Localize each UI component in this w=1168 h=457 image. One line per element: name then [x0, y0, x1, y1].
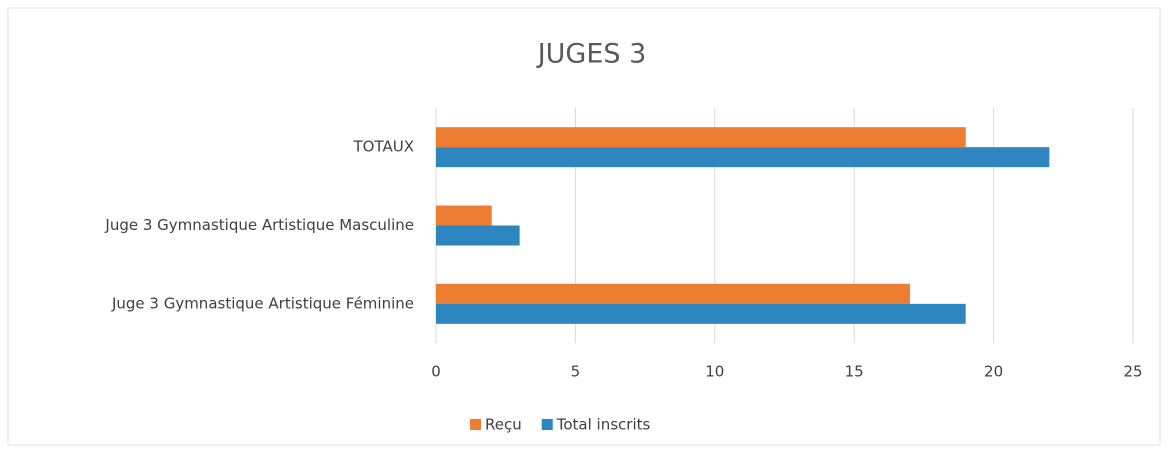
x-tick-label: 15 — [845, 363, 864, 381]
y-tick-label: TOTAUX — [353, 138, 414, 156]
x-tick-label: 0 — [431, 363, 441, 381]
chart-border — [7, 7, 1161, 446]
x-tick-label: 5 — [571, 363, 581, 381]
x-tick-label: 10 — [705, 363, 724, 381]
y-tick-label: Juge 3 Gymnastique Artistique Féminine — [111, 294, 414, 312]
legend-swatch — [470, 419, 481, 430]
bar — [436, 147, 1050, 168]
legend-swatch — [541, 419, 553, 430]
bar — [436, 225, 520, 246]
x-tick-label: 25 — [1123, 363, 1142, 381]
bar — [436, 283, 910, 304]
legend-label: Reçu — [485, 416, 522, 434]
chart-title: JUGES 3 — [536, 39, 647, 70]
bar — [436, 303, 966, 324]
y-tick-label: Juge 3 Gymnastique Artistique Masculine — [104, 216, 414, 234]
x-tick-label: 20 — [984, 363, 1003, 381]
bar — [436, 205, 492, 226]
legend-label: Total inscrits — [556, 416, 651, 434]
bar — [436, 127, 966, 148]
